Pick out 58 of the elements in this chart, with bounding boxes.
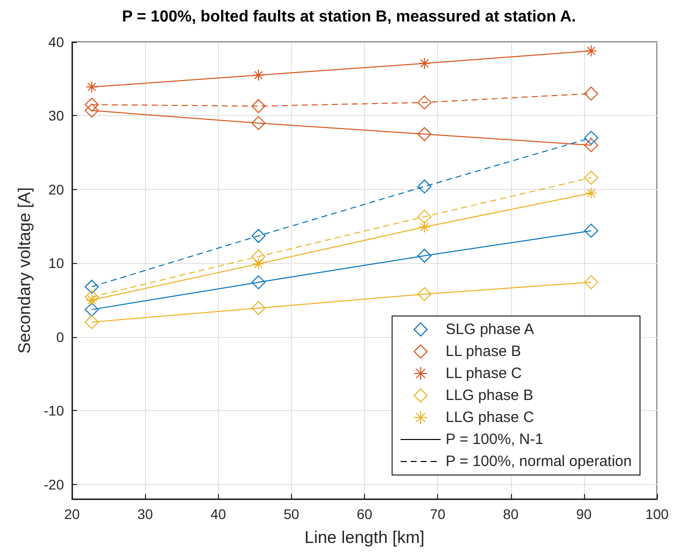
x-tick-label: 80 bbox=[502, 506, 519, 522]
point bbox=[585, 187, 598, 200]
point bbox=[584, 130, 598, 145]
chart-title: P = 100%, bolted faults at station B, meassured at station A. bbox=[122, 8, 576, 26]
point bbox=[584, 86, 598, 101]
x-tick-label: 30 bbox=[137, 506, 154, 522]
y-tick-label: 0 bbox=[56, 328, 64, 345]
point bbox=[84, 280, 99, 294]
x-tick-label: 100 bbox=[645, 506, 669, 522]
point bbox=[418, 221, 430, 234]
x-tick-label: 50 bbox=[284, 506, 300, 522]
legend-label: LL phase B bbox=[446, 343, 521, 360]
y-tick-label: -20 bbox=[44, 476, 64, 492]
y-axis-title: Secondary voltage [A] bbox=[14, 187, 34, 354]
point bbox=[418, 57, 430, 70]
legend-label: P = 100%, N-1 bbox=[446, 431, 544, 448]
y-tick-label: 20 bbox=[48, 181, 64, 198]
y-tick-label: 10 bbox=[48, 255, 64, 272]
point bbox=[252, 69, 264, 82]
point bbox=[417, 210, 432, 224]
x-tick-label: 90 bbox=[576, 506, 592, 522]
point bbox=[417, 287, 432, 302]
x-tick-label: 40 bbox=[210, 506, 226, 522]
point bbox=[251, 301, 266, 316]
point bbox=[585, 44, 598, 57]
point bbox=[84, 302, 99, 317]
point bbox=[86, 294, 98, 306]
legend-label: LL phase C bbox=[446, 365, 522, 382]
y-tick-label: -10 bbox=[44, 402, 64, 419]
point bbox=[417, 179, 432, 194]
x-tick-label: 70 bbox=[430, 506, 446, 522]
x-tick-label: 20 bbox=[64, 506, 80, 522]
point bbox=[252, 258, 264, 270]
y-tick-label: 40 bbox=[48, 34, 64, 50]
x-axis-title: Line length [km] bbox=[304, 528, 425, 547]
point bbox=[86, 80, 98, 93]
point bbox=[84, 290, 99, 304]
x-tick-label: 60 bbox=[356, 506, 372, 522]
point bbox=[84, 104, 99, 118]
point bbox=[417, 95, 432, 110]
point bbox=[584, 224, 598, 238]
point bbox=[417, 127, 432, 142]
legend-label: SLG phase A bbox=[446, 321, 534, 338]
point bbox=[251, 116, 266, 130]
legend-label: LLG phase C bbox=[446, 409, 534, 426]
point bbox=[251, 228, 266, 243]
point bbox=[251, 275, 266, 290]
point bbox=[84, 315, 99, 330]
legend-label: LLG phase B bbox=[446, 387, 534, 404]
point bbox=[584, 170, 598, 185]
point bbox=[584, 275, 598, 290]
legend-label: P = 100%, normal operation bbox=[446, 453, 632, 470]
point bbox=[584, 138, 598, 152]
point bbox=[417, 248, 432, 263]
point bbox=[84, 98, 99, 112]
point bbox=[251, 249, 266, 264]
y-tick-label: 30 bbox=[48, 108, 64, 124]
point bbox=[251, 99, 266, 114]
